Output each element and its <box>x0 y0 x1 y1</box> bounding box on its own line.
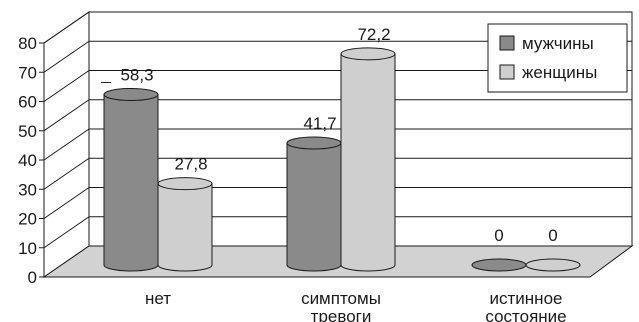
y-tick-label: 30 <box>18 180 37 199</box>
gridline <box>43 70 90 102</box>
legend-swatch <box>499 64 515 80</box>
bar <box>157 177 213 272</box>
data-label: 58,3 <box>120 65 153 84</box>
gridline <box>43 11 90 44</box>
legend-label: мужчины <box>522 34 594 53</box>
bar-body <box>103 93 159 272</box>
x-category-label: нет <box>145 289 171 308</box>
x-category-label: состояние <box>485 307 566 322</box>
gridline <box>43 187 90 219</box>
y-tick-label: 80 <box>18 34 37 53</box>
data-label: 0 <box>494 226 503 245</box>
y-tick-label: 40 <box>18 151 37 170</box>
gridline <box>43 128 90 161</box>
bar-top <box>525 258 581 272</box>
y-tick-label: 70 <box>18 63 37 82</box>
data-label: 27,8 <box>174 155 207 174</box>
bar-top <box>157 177 213 191</box>
gridline <box>43 99 90 132</box>
bar-body <box>157 183 213 272</box>
bar <box>340 47 396 272</box>
bar-body <box>340 53 396 272</box>
x-category-label: тревоги <box>311 307 372 322</box>
y-tick-label: 10 <box>18 239 37 258</box>
bar <box>103 87 159 272</box>
gridline <box>43 40 90 73</box>
y-tick-label: 0 <box>28 268 37 287</box>
gridline <box>43 157 90 190</box>
legend-swatch <box>499 35 515 51</box>
bars <box>103 47 581 272</box>
bar-top <box>471 258 527 272</box>
x-category-label: истинное <box>490 289 563 308</box>
data-label: 0 <box>548 226 557 245</box>
legend-label: женщины <box>522 63 597 82</box>
y-tick-label: 60 <box>18 93 37 112</box>
x-category-label: симптомы <box>301 289 381 308</box>
bar <box>471 258 527 272</box>
y-axis: 0 10 20 30 40 50 60 70 80 <box>18 34 45 287</box>
bar-top <box>286 136 342 150</box>
bar-top <box>340 47 396 61</box>
legend: мужчины женщины <box>487 23 628 93</box>
bar-body <box>286 142 342 272</box>
bar <box>525 258 581 272</box>
data-label: 41,7 <box>303 114 336 133</box>
y-tick-label: 20 <box>18 210 37 229</box>
legend-box <box>487 23 628 93</box>
bar-top <box>103 87 159 101</box>
bar <box>286 136 342 272</box>
data-label: 72,2 <box>357 25 390 44</box>
y-tick-label: 50 <box>18 122 37 141</box>
gridline <box>43 216 90 249</box>
